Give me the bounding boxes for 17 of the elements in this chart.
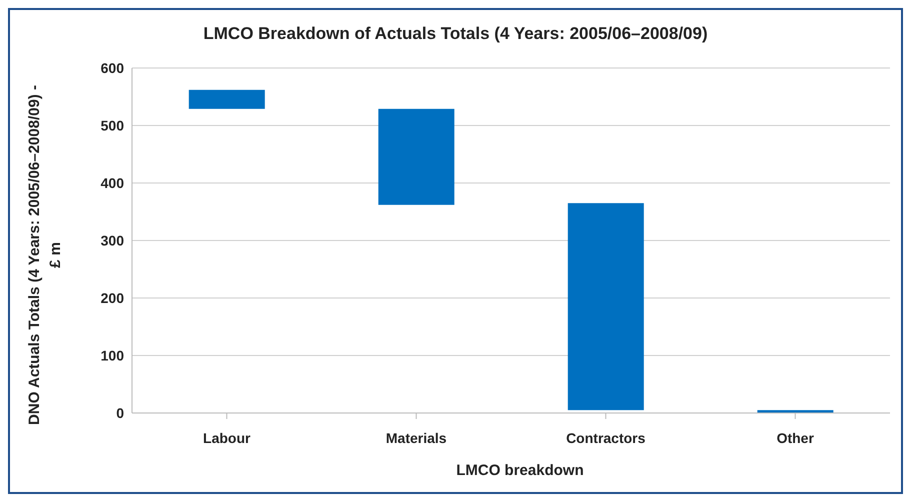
x-tick-label: Other (776, 430, 814, 446)
y-tick-label: 200 (100, 290, 124, 306)
y-tick-label: 400 (100, 174, 124, 191)
y-axis-title: DNO Actuals Totals (4 Years: 2005/06–2008/09) - £ m (25, 85, 65, 425)
y-tick-label: 0 (116, 404, 124, 421)
x-tick-label: Contractors (566, 430, 646, 446)
x-axis-title: LMCO breakdown (455, 462, 585, 479)
y-tick-label: 500 (100, 117, 124, 134)
chart-title: LMCO Breakdown of Actuals Totals (4 Years: 2005/06–2008/09) (202, 24, 709, 44)
bar (378, 108, 454, 205)
y-tick-label: 600 (100, 60, 124, 76)
y-tick-label: 300 (100, 232, 124, 248)
bar (188, 90, 265, 109)
x-tick-label: Labour (203, 430, 252, 446)
y-tick-label: 100 (100, 347, 124, 364)
bar (568, 203, 644, 410)
x-tick-label: Materials (386, 430, 447, 446)
